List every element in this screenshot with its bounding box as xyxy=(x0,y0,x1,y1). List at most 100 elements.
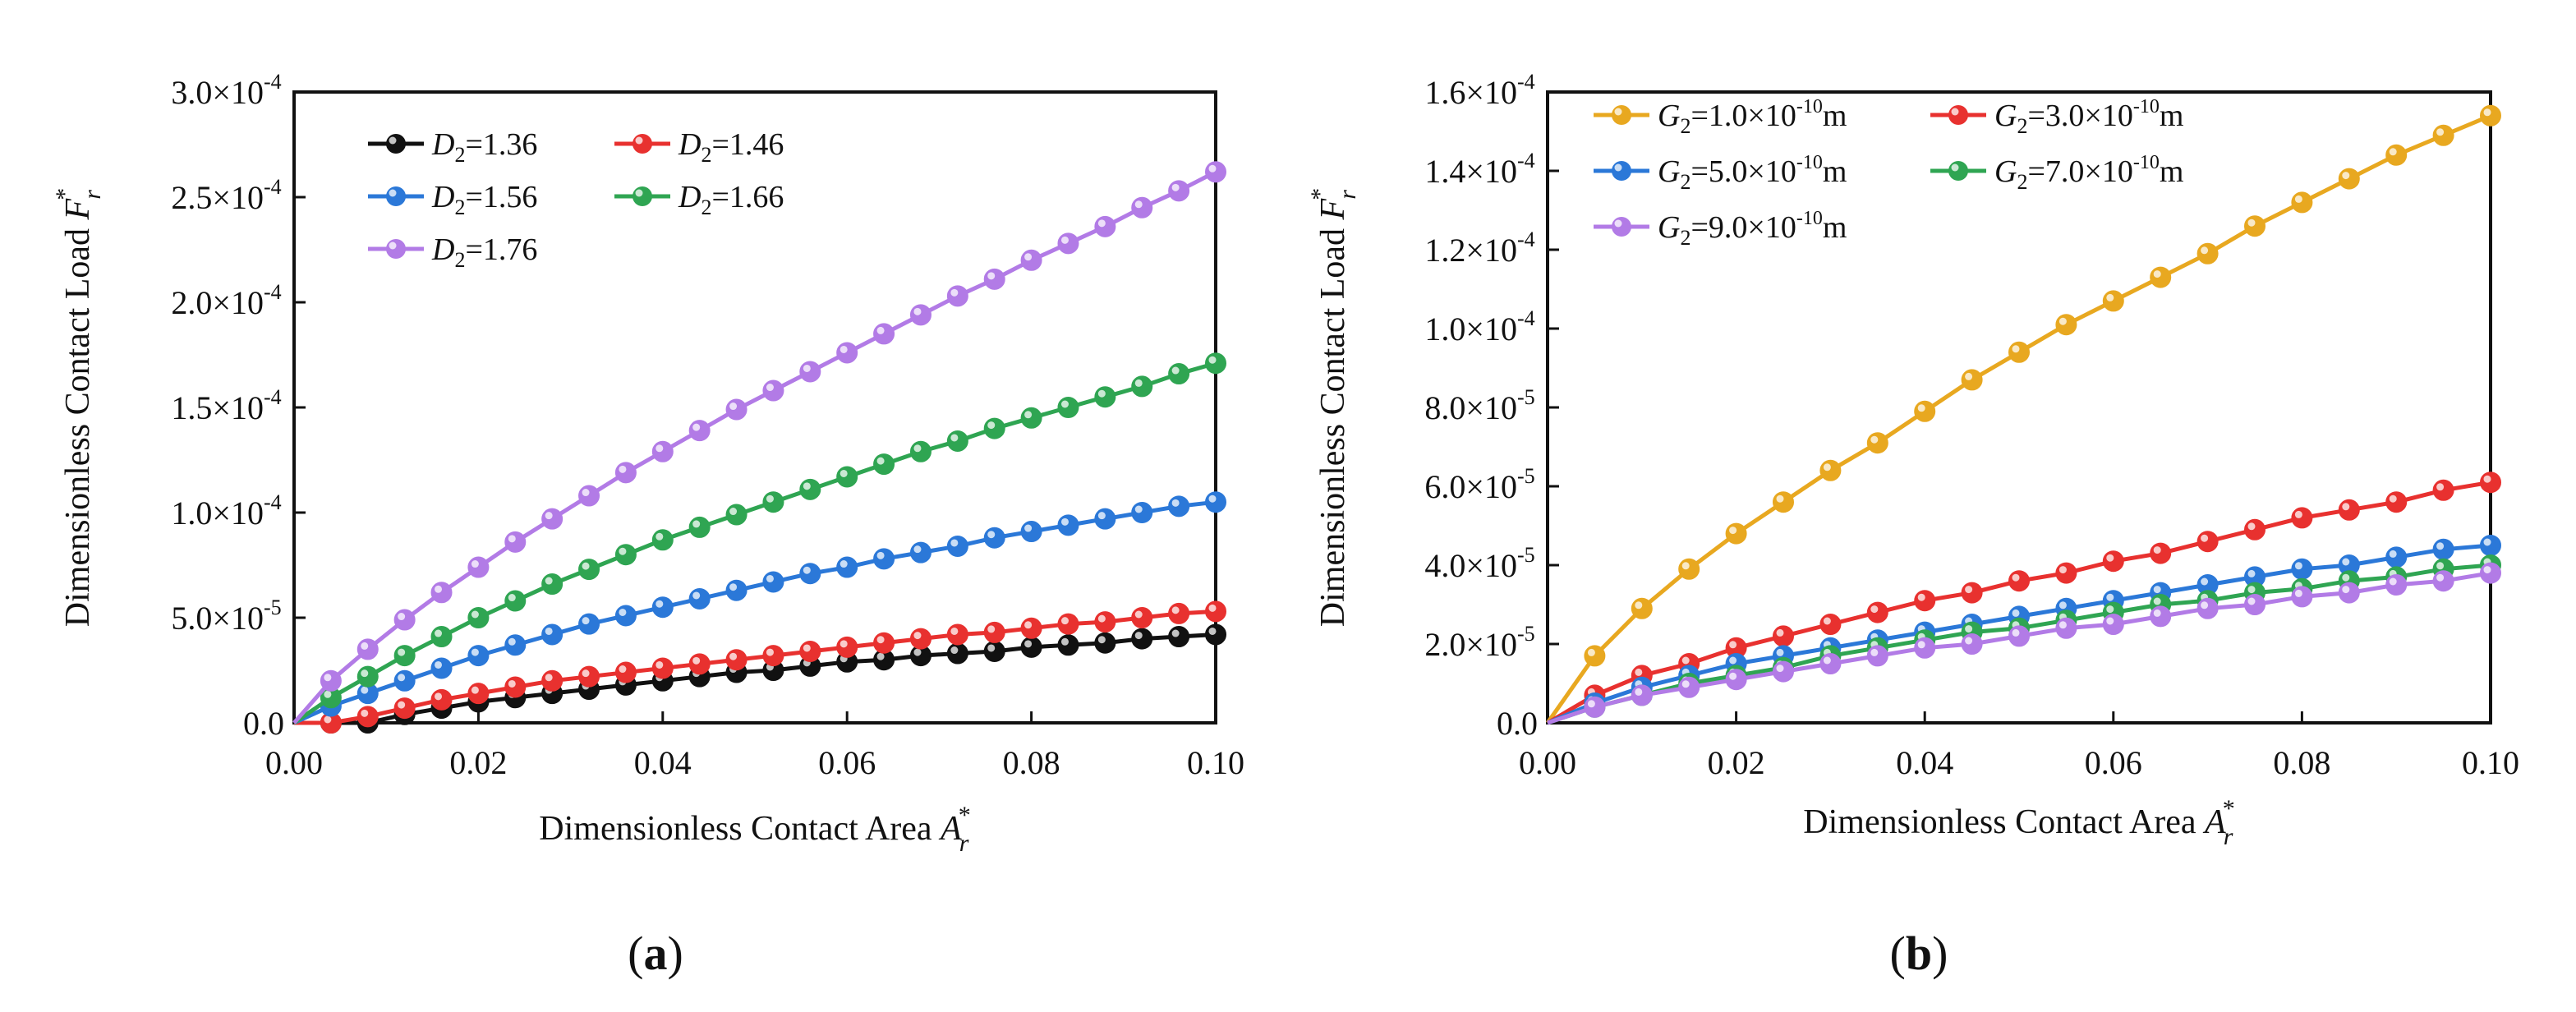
data-point-highlight xyxy=(1965,637,1973,645)
legend-label: D2=1.46 xyxy=(678,127,784,167)
data-point-highlight xyxy=(508,594,516,602)
legend-item: D2=1.76 xyxy=(368,232,537,272)
data-point-highlight xyxy=(913,648,922,656)
panel-label: (a) xyxy=(628,927,683,980)
data-point-highlight xyxy=(1587,700,1595,708)
legend-item: D2=1.36 xyxy=(368,127,537,167)
x-tick-label: 0.06 xyxy=(2085,744,2142,781)
legend-item: D2=1.66 xyxy=(614,180,784,219)
data-point xyxy=(1205,600,1226,623)
data-point-highlight xyxy=(840,469,848,477)
data-point xyxy=(2102,614,2124,635)
data-point xyxy=(983,417,1005,439)
data-point-highlight xyxy=(435,692,443,701)
data-point-highlight xyxy=(2389,494,2397,503)
data-point-highlight xyxy=(1729,656,1737,665)
data-point-highlight xyxy=(2436,483,2445,491)
series-1 xyxy=(1545,104,2501,724)
data-point xyxy=(688,516,711,538)
x-tick-label: 0.10 xyxy=(2462,744,2519,781)
data-point xyxy=(1914,590,1936,612)
y-tick-label: 2.5×10-4 xyxy=(171,175,284,216)
data-point xyxy=(836,636,858,658)
data-point xyxy=(2338,499,2360,521)
data-point-highlight xyxy=(619,665,627,674)
x-axis-label: Dimensionless Contact Area A* r xyxy=(539,802,970,857)
data-point-highlight xyxy=(2436,562,2445,570)
data-point-highlight xyxy=(2389,550,2397,558)
legend-swatch-marker xyxy=(386,186,406,206)
data-point-highlight xyxy=(1134,379,1143,387)
data-point-highlight xyxy=(1965,372,1973,380)
data-point-highlight xyxy=(2012,609,2020,617)
legend-swatch-marker xyxy=(1948,105,1968,125)
data-point-highlight xyxy=(1823,463,1831,472)
legend-label: D2=1.66 xyxy=(678,180,784,219)
y-tick-label: 5.0×10-5 xyxy=(171,596,284,637)
data-point-highlight xyxy=(1208,627,1217,635)
y-axis-label: Dimensionless Contact Load F*r xyxy=(51,188,106,627)
data-point-highlight xyxy=(324,715,332,724)
data-point xyxy=(946,623,968,646)
data-point-highlight xyxy=(1171,606,1180,614)
data-point xyxy=(393,609,416,631)
data-point-highlight xyxy=(987,272,996,280)
x-axis-label: Dimensionless Contact Area A* r xyxy=(1803,795,2234,850)
series-5 xyxy=(1547,562,2501,725)
legend-label: G2=5.0×10-10m xyxy=(1658,152,1847,194)
data-point xyxy=(1057,232,1079,255)
data-point xyxy=(946,642,968,665)
data-point-highlight xyxy=(2247,586,2256,594)
data-point xyxy=(1020,617,1042,639)
data-point xyxy=(1020,636,1042,658)
data-point-highlight xyxy=(2012,345,2020,353)
data-point-highlight xyxy=(2201,534,2209,542)
series-line xyxy=(292,499,1217,725)
data-point xyxy=(1205,491,1226,513)
legend-swatch-marker xyxy=(386,134,406,154)
data-point-highlight xyxy=(913,545,922,554)
legend-swatch-marker xyxy=(632,134,652,154)
data-point-highlight xyxy=(1060,400,1069,408)
data-point-highlight xyxy=(508,637,516,646)
data-point xyxy=(725,398,748,421)
data-point xyxy=(2432,538,2454,560)
data-point xyxy=(725,579,748,601)
data-point-highlight xyxy=(1635,601,1643,610)
data-point xyxy=(1773,491,1794,513)
data-point xyxy=(909,628,932,650)
data-point-highlight xyxy=(361,669,369,678)
data-point-highlight xyxy=(2201,577,2209,586)
data-point-highlight xyxy=(2012,573,2020,582)
x-tick-label: 0.06 xyxy=(818,744,876,781)
data-point xyxy=(946,535,968,557)
data-point-highlight xyxy=(1208,356,1217,364)
data-point xyxy=(1205,623,1226,646)
data-point xyxy=(1131,628,1153,650)
data-point-highlight xyxy=(2247,597,2256,605)
legend-label: D2=1.56 xyxy=(431,180,537,219)
data-point-highlight xyxy=(1776,665,1784,673)
data-point-highlight xyxy=(1024,621,1033,629)
data-point-highlight xyxy=(987,421,996,430)
data-point-highlight xyxy=(840,560,848,568)
data-point xyxy=(651,440,674,462)
data-point-highlight xyxy=(840,640,848,648)
data-point xyxy=(1631,684,1653,706)
data-point-highlight xyxy=(1171,366,1180,375)
data-point-highlight xyxy=(1097,389,1106,398)
data-point-highlight xyxy=(2106,293,2114,301)
data-point xyxy=(1168,602,1190,624)
data-point xyxy=(762,491,784,513)
data-point xyxy=(2008,570,2030,592)
data-point xyxy=(1961,369,1983,391)
data-point xyxy=(504,676,527,698)
data-point-highlight xyxy=(2058,566,2067,574)
y-tick-label: 4.0×10-5 xyxy=(1424,543,1538,584)
data-point xyxy=(799,361,821,383)
data-point-highlight xyxy=(803,482,811,490)
data-point xyxy=(614,462,637,484)
data-point xyxy=(2432,570,2454,592)
y-axis-label: Dimensionless Contact Load F*r xyxy=(1306,188,1361,627)
data-point xyxy=(1678,558,1700,580)
